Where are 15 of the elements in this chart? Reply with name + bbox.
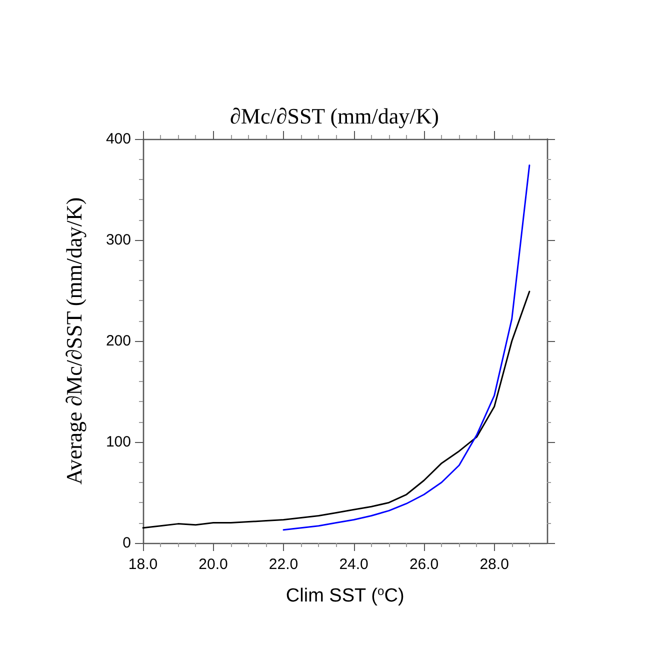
x-tick-label: 28.0 xyxy=(480,556,509,573)
line-series xyxy=(142,290,530,529)
x-tick-label: 24.0 xyxy=(339,556,368,573)
y-tick-label: 100 xyxy=(106,434,131,450)
y-tick-label: 400 xyxy=(106,130,131,148)
x-tick-label: 22.0 xyxy=(268,556,298,573)
y-tick-label: 0 xyxy=(122,534,131,552)
chart-title: ∂Mc/∂SST (mm/day/K) xyxy=(230,104,439,128)
x-tick-label: 26.0 xyxy=(409,556,439,573)
y-tick-label: 300 xyxy=(106,232,131,248)
line-series xyxy=(282,164,530,531)
x-tick-label: 18.0 xyxy=(128,556,158,573)
y-tick-label: 200 xyxy=(106,332,131,350)
x-tick-label: 20.0 xyxy=(198,556,228,573)
y-axis-title: Average ∂Mc/∂SST (mm/day/K) xyxy=(62,197,86,485)
